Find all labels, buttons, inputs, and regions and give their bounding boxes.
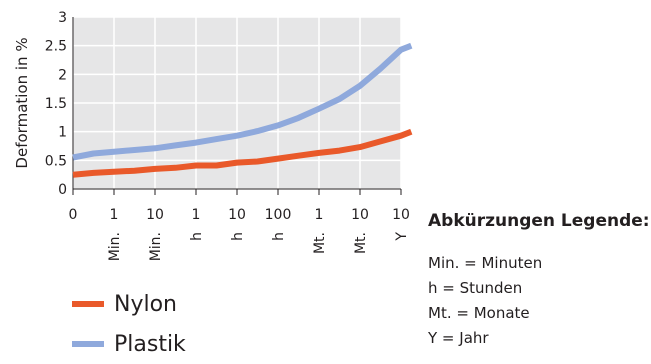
legend-item-plastik: Plastik [72, 324, 186, 364]
abbreviation-year: Y = Jahr [428, 329, 489, 347]
abbreviation-minutes: Min. = Minuten [428, 254, 543, 272]
abbreviation-months: Mt. = Monate [428, 304, 530, 322]
legend-label-plastik: Plastik [114, 331, 186, 357]
y-tick-label: 3 [58, 10, 67, 26]
abbreviation-legend-title: Abkürzungen Legende: [428, 211, 650, 231]
y-tick-label: 2 [58, 67, 67, 83]
x-tick-number: 10 [146, 207, 164, 223]
abbreviation-legend: Abkürzungen Legende: Min. = Minuten h = … [428, 211, 650, 351]
y-tick-label: 0.5 [45, 153, 67, 169]
x-tick-number: 1 [110, 207, 119, 223]
legend-swatch-nylon [72, 301, 104, 307]
y-tick-label: 1.5 [45, 96, 67, 112]
legend-label-nylon: Nylon [114, 291, 177, 317]
legend-item-nylon: Nylon [72, 284, 186, 324]
x-tick-number: 10 [351, 207, 369, 223]
series-line-plastik [72, 42, 413, 161]
x-tick-number: 0 [69, 207, 78, 223]
x-tick-unit: h [271, 232, 287, 241]
series-line-nylon [72, 128, 413, 178]
x-tick-number: 10 [392, 207, 410, 223]
x-tick-unit: h [230, 232, 246, 241]
abbreviation-hours: h = Stunden [428, 279, 523, 297]
x-tick-unit: h [189, 232, 205, 241]
y-tick-label: 0 [58, 182, 67, 198]
x-tick-number: 100 [265, 207, 292, 223]
x-tick-unit: Y [394, 232, 410, 242]
y-tick-label: 1 [58, 125, 67, 141]
series-legend: Nylon Plastik [72, 284, 186, 364]
legend-swatch-plastik [72, 341, 104, 347]
x-tick-number: 1 [315, 207, 324, 223]
x-tick-unit: Min. [148, 232, 164, 261]
x-tick-unit: Mt. [312, 232, 328, 254]
x-tick-number: 1 [192, 207, 201, 223]
x-tick-number: 10 [228, 207, 246, 223]
y-axis-title: Deformation in % [13, 37, 31, 168]
x-tick-unit: Mt. [353, 232, 369, 254]
y-tick-label: 2.5 [45, 39, 67, 55]
x-tick-unit: Min. [107, 232, 123, 261]
